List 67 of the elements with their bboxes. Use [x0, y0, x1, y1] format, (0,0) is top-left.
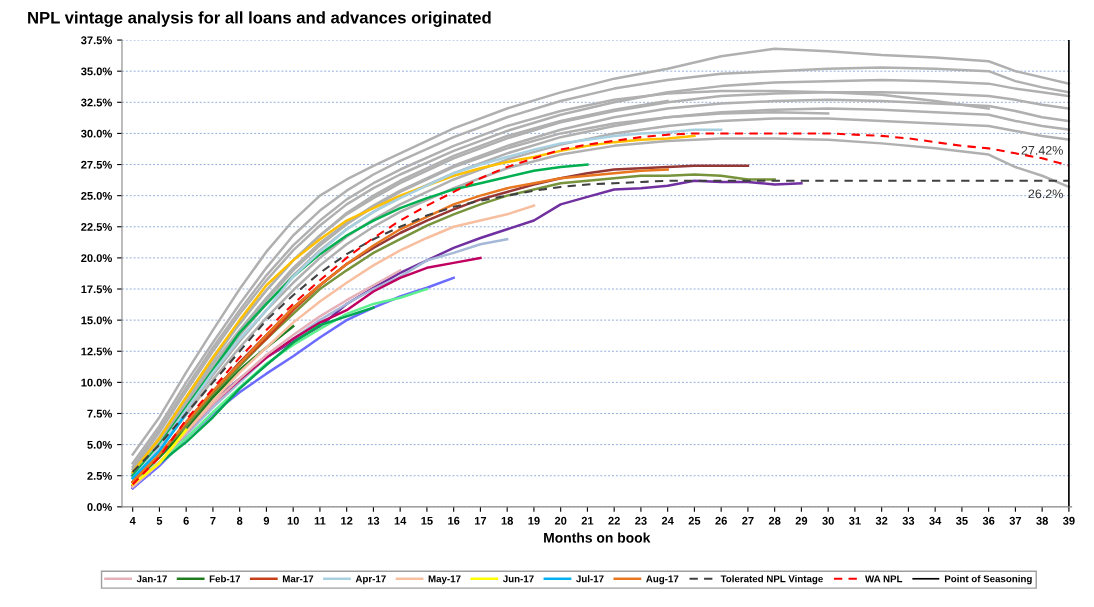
x-tick-label: 29	[795, 516, 808, 525]
x-tick-label: 16	[448, 516, 460, 525]
x-axis-title: Months on book	[544, 532, 651, 543]
x-tick-label: 7	[210, 516, 216, 525]
y-tick-label: 22.5%	[81, 223, 112, 231]
x-tick-label: 19	[528, 516, 540, 525]
x-tick-label: 22	[608, 516, 620, 525]
x-tick-label: 35	[955, 516, 968, 525]
annotation: 26.2%	[1028, 189, 1063, 199]
y-tick-label: 30.0%	[81, 129, 112, 138]
y-tick-label: 15.0%	[81, 316, 112, 325]
x-tick-label: 13	[367, 516, 380, 525]
legend-label: Jul-17	[576, 575, 604, 583]
legend-label: Aug-17	[646, 575, 679, 585]
x-tick-label: 28	[768, 516, 781, 525]
y-tick-label: 25.0%	[81, 191, 112, 200]
y-tick-label: 0.0%	[87, 503, 112, 511]
x-tick-label: 25	[688, 516, 701, 525]
x-tick-label: 15	[421, 516, 433, 525]
x-tick-label: 9	[263, 516, 270, 525]
x-tick-label: 31	[848, 516, 861, 525]
x-tick-label: 27	[742, 516, 754, 525]
y-tick-label: 7.5%	[87, 409, 112, 418]
annotation: 27.42%	[1021, 145, 1063, 155]
x-tick-label: 37	[1009, 516, 1022, 525]
y-tick-label: 10.0%	[81, 378, 112, 387]
x-tick-label: 38	[1036, 516, 1048, 525]
y-tick-label: 35.0%	[81, 67, 112, 76]
chart-title: NPL vintage analysis for all loans and advances originated	[28, 11, 491, 27]
legend-label: WA NPL	[865, 575, 903, 583]
legend-label: Jan-17	[136, 575, 167, 583]
x-tick-label: 33	[902, 516, 915, 525]
legend-label: Feb-17	[209, 575, 241, 583]
y-tick-label: 27.5%	[81, 160, 112, 169]
legend-label: Point of Seasoning	[944, 575, 1032, 585]
x-tick-label: 11	[314, 516, 326, 525]
x-tick-label: 8	[236, 516, 243, 525]
x-tick-label: 4	[129, 516, 136, 525]
x-tick-label: 5	[156, 516, 163, 525]
y-tick-label: 12.5%	[81, 347, 112, 356]
x-tick-label: 17	[474, 516, 487, 525]
x-tick-label: 18	[501, 516, 514, 525]
x-tick-label: 20	[554, 516, 567, 525]
x-tick-label: 34	[929, 516, 942, 525]
x-tick-label: 30	[822, 516, 834, 525]
x-tick-label: 6	[183, 516, 189, 525]
x-tick-label: 23	[635, 516, 647, 525]
legend-label: Mar-17	[282, 575, 314, 583]
y-tick-label: 17.5%	[81, 285, 112, 294]
x-tick-label: 12	[341, 516, 353, 525]
x-tick-label: 14	[394, 516, 407, 525]
legend-label: Jun-17	[502, 575, 534, 583]
y-tick-label: 32.5%	[81, 98, 112, 107]
legend-label: Apr-17	[355, 575, 386, 585]
x-tick-label: 36	[982, 516, 995, 525]
x-tick-label: 39	[1062, 516, 1075, 525]
x-tick-label: 32	[875, 516, 888, 525]
legend-label: May-17	[428, 575, 461, 585]
legend-label: Tolerated NPL Vintage	[720, 575, 823, 585]
y-tick-label: 2.5%	[87, 471, 112, 480]
x-tick-label: 21	[581, 516, 594, 525]
x-tick-label: 10	[287, 516, 299, 525]
x-tick-label: 24	[661, 516, 674, 525]
y-tick-label: 5.0%	[87, 440, 112, 449]
y-tick-label: 20.0%	[81, 254, 112, 263]
y-tick-label: 37.5%	[81, 36, 112, 45]
x-tick-label: 26	[715, 516, 727, 525]
